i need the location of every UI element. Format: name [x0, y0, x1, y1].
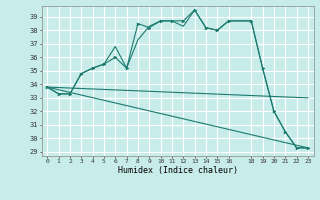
X-axis label: Humidex (Indice chaleur): Humidex (Indice chaleur): [118, 166, 237, 175]
